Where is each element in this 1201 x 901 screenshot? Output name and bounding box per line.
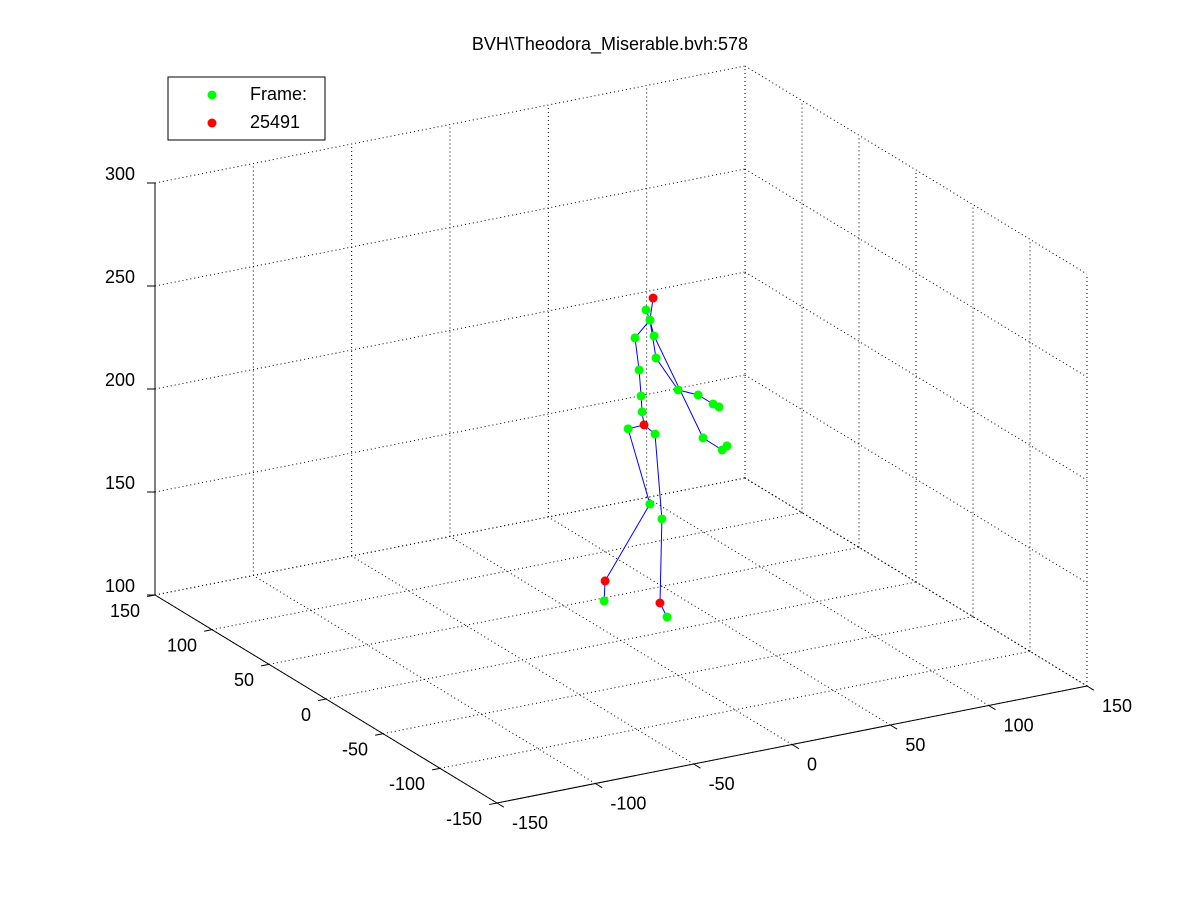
grid: [154, 65, 1088, 804]
x-tick: [595, 783, 603, 789]
x-tick-label: -150: [512, 813, 548, 833]
joint-marker: [657, 514, 667, 524]
chart-title: BVH\Theodora_Miserable.bvh:578: [472, 34, 748, 55]
joint-marker: [630, 333, 640, 343]
joint-marker: [645, 499, 655, 509]
joint-marker: [599, 596, 609, 606]
legend-marker: [207, 118, 217, 128]
grid-line: [744, 168, 1088, 378]
grid-line: [154, 271, 746, 390]
points: [599, 293, 732, 622]
joint-marker: [639, 420, 649, 430]
y-tick-label: 100: [167, 635, 197, 655]
joint-marker: [698, 433, 708, 443]
joint-marker: [636, 391, 646, 401]
joint-marker: [648, 293, 658, 303]
z-tick-label: 250: [105, 267, 135, 287]
grid-line: [268, 546, 860, 665]
y-tick-label: 50: [234, 670, 254, 690]
y-tick: [432, 767, 441, 771]
y-tick: [204, 629, 213, 632]
grid-line: [439, 650, 1031, 769]
y-tick: [318, 698, 327, 702]
grid-line: [154, 65, 746, 184]
x-tick: [791, 744, 800, 750]
legend-box: [167, 76, 326, 141]
grid-line: [154, 477, 746, 596]
joint-marker: [637, 407, 647, 417]
x-tick-label: -50: [709, 774, 735, 794]
z-tick-label: 150: [105, 473, 135, 493]
joint-marker: [673, 385, 683, 395]
axes: 100 150 200 250 300 -150 -100 -50 0 50 100 150 -150 -…: [105, 164, 1132, 833]
joint-marker: [623, 424, 633, 434]
x-tick-label: 100: [1004, 715, 1034, 735]
x-tick-label: 150: [1102, 696, 1132, 716]
grid-line: [154, 374, 746, 493]
x-tick: [496, 802, 505, 808]
y-tick: [261, 663, 270, 667]
grid-line: [744, 65, 1088, 275]
grid-line: [744, 374, 1088, 584]
grid-line: [325, 581, 917, 700]
x-tick: [890, 724, 898, 730]
x-tick: [1086, 685, 1095, 691]
x-tick: [988, 705, 996, 711]
y-tick: [489, 802, 498, 806]
joint-marker: [649, 331, 659, 341]
y-tick-label: 150: [110, 601, 140, 621]
legend: Frame: 25491: [167, 76, 326, 141]
joint-marker: [693, 390, 703, 400]
y-tick-label: 0: [301, 705, 311, 725]
joint-marker: [651, 353, 661, 363]
x-tick-label: -100: [610, 793, 646, 813]
z-tick-label: 200: [105, 370, 135, 390]
x-tick: [693, 763, 701, 769]
joint-marker: [655, 598, 665, 608]
y-tick-label: -150: [446, 809, 482, 829]
grid-line: [744, 477, 1088, 687]
legend-label: Frame:: [250, 84, 307, 104]
joint-marker: [641, 305, 651, 315]
joint-marker: [600, 576, 610, 586]
y-tick: [375, 733, 384, 736]
x-tick-label: 50: [905, 735, 925, 755]
joint-marker: [662, 612, 672, 622]
grid-line: [382, 616, 974, 735]
joint-marker: [634, 365, 644, 375]
legend-label: 25491: [250, 112, 300, 132]
y-tick: [147, 594, 156, 598]
grid-line: [646, 497, 989, 706]
legend-marker: [207, 90, 217, 100]
z-tick-label: 300: [105, 164, 135, 184]
joint-marker: [650, 429, 660, 439]
x-tick-label: 0: [807, 754, 817, 774]
grid-line: [744, 271, 1088, 481]
z-tick-label: 100: [105, 576, 135, 596]
grid-line: [211, 512, 803, 631]
joint-marker: [714, 402, 724, 412]
joint-marker: [722, 441, 732, 451]
grid-line: [154, 168, 746, 287]
y-tick-label: -100: [389, 774, 425, 794]
joint-marker: [645, 315, 655, 325]
y-tick-label: -50: [342, 739, 368, 759]
